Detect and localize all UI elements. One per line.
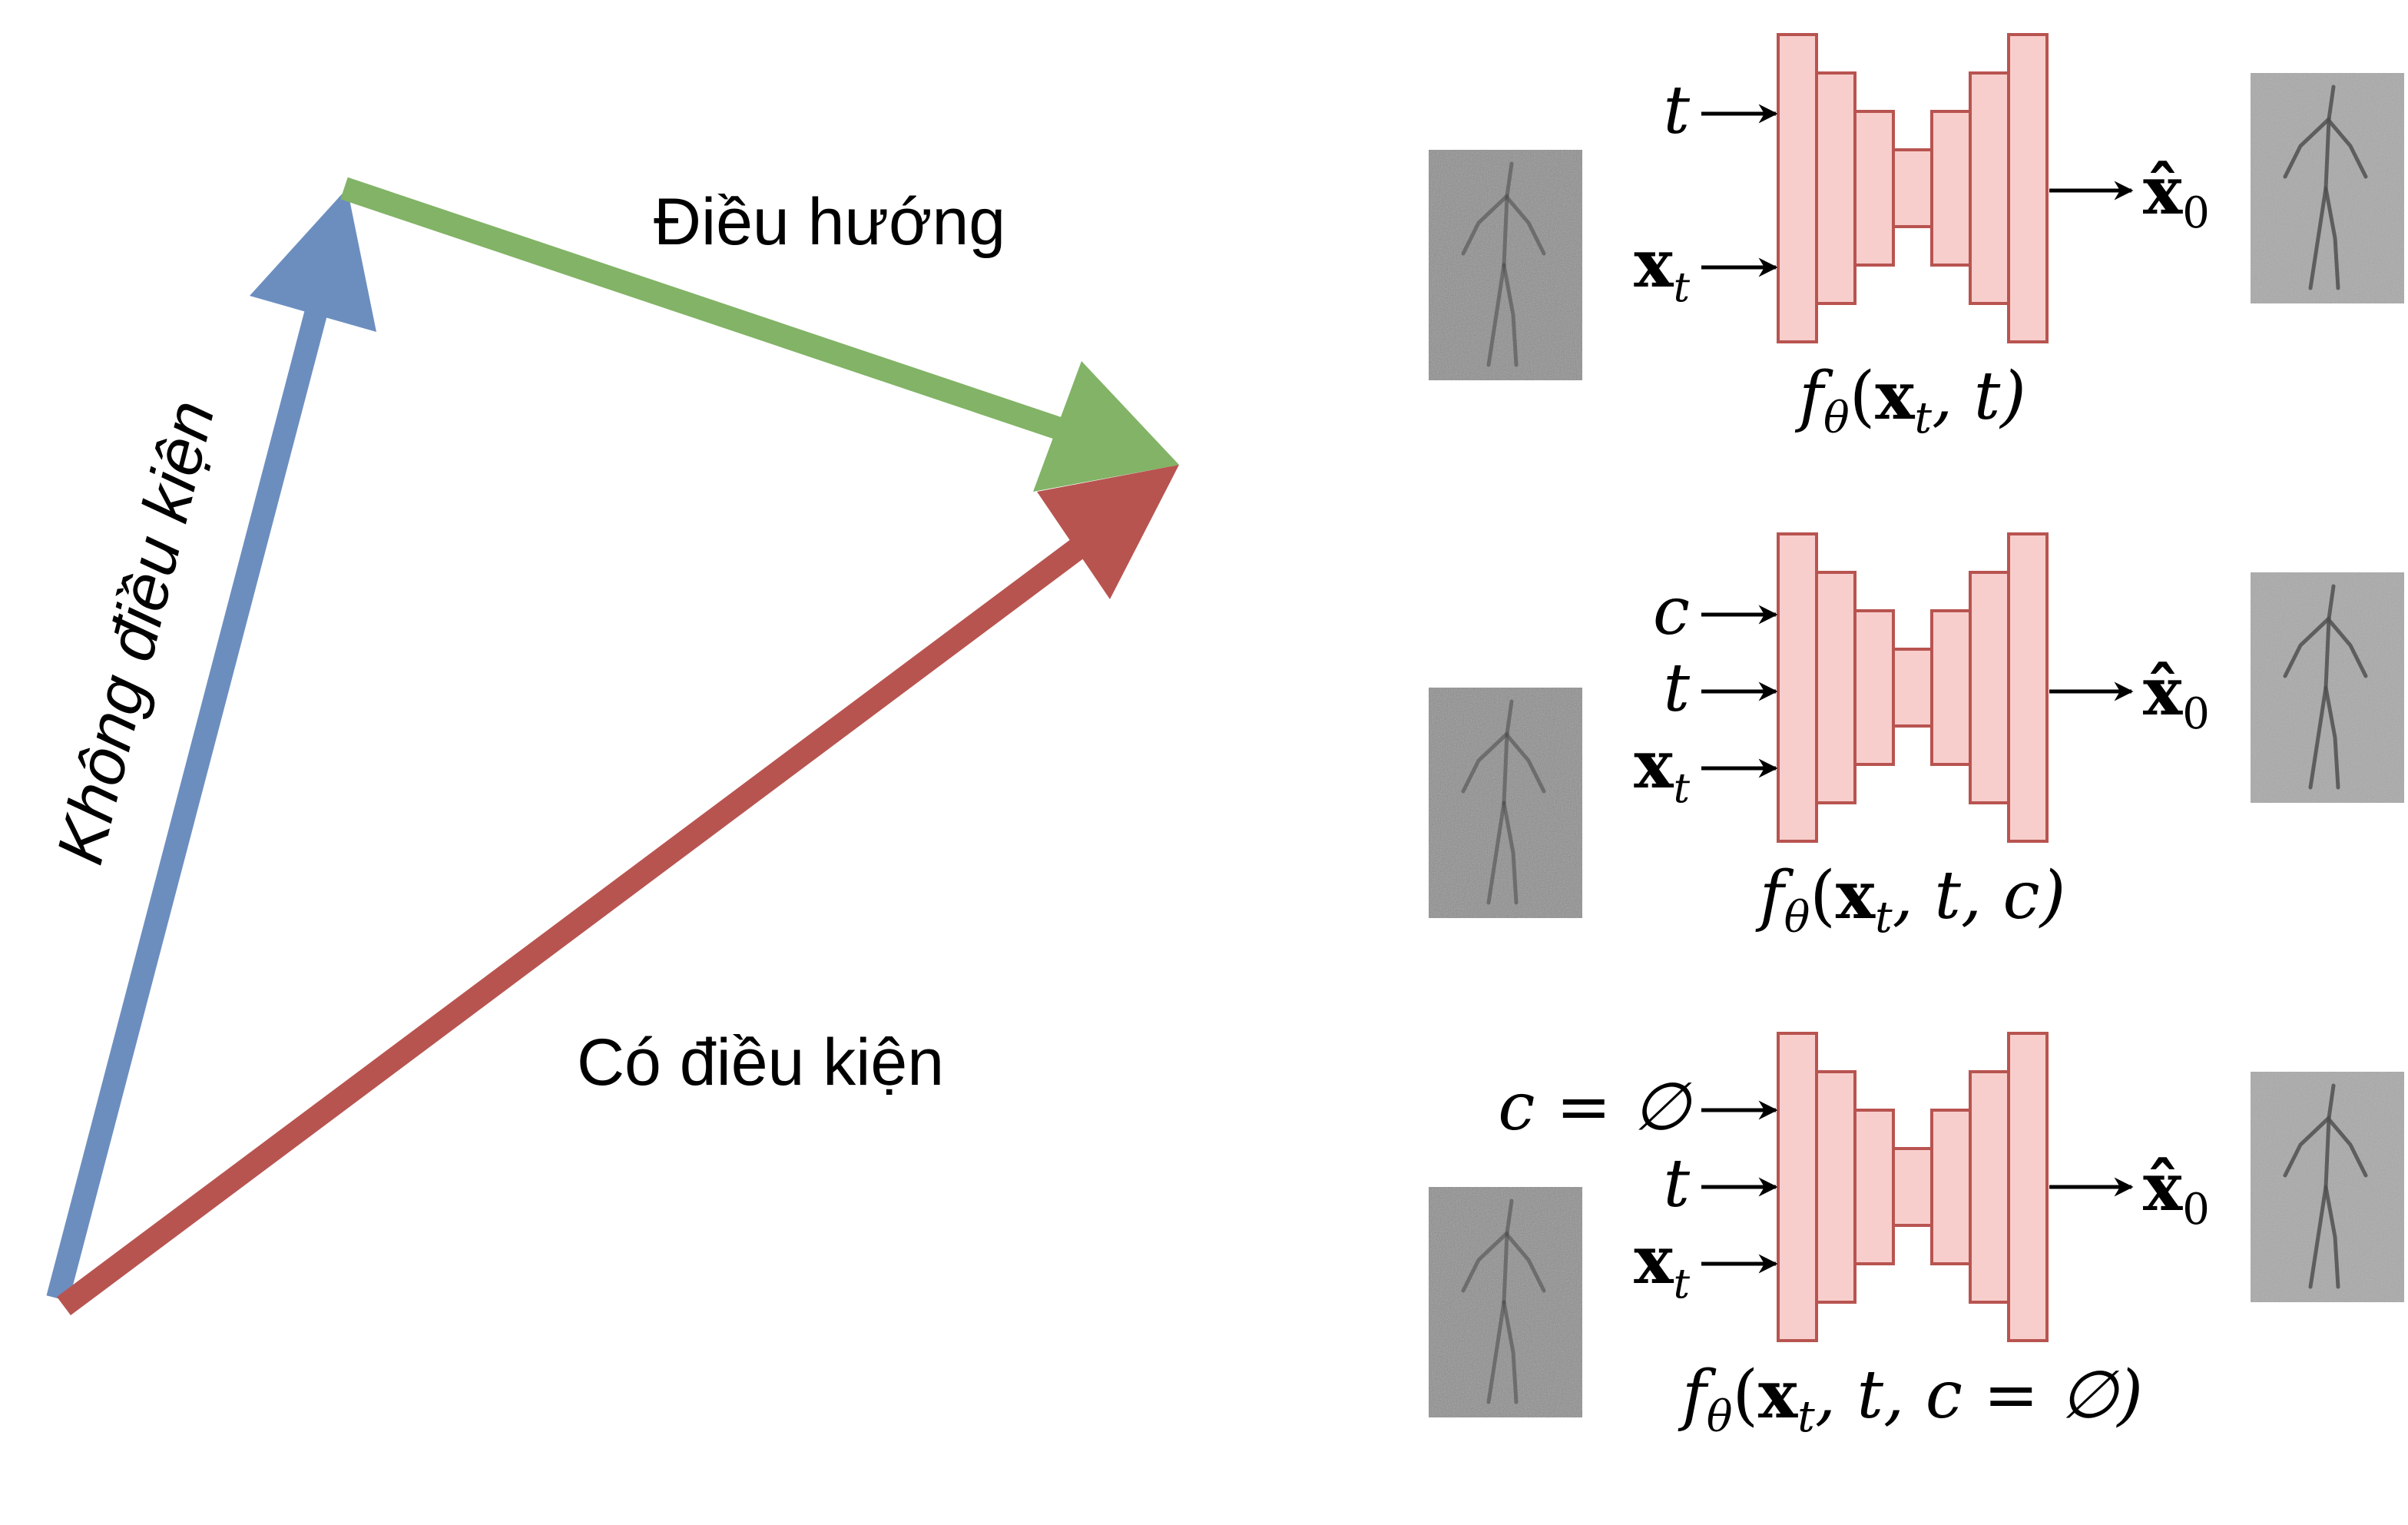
denoised-output-image (2251, 572, 2404, 803)
unet-layer-7 (2007, 532, 2049, 843)
unet-layer-3 (1853, 1109, 1895, 1265)
input-symbol: t (1663, 1145, 1690, 1222)
unet-layer-1 (1777, 33, 1818, 343)
unet-layer-5 (1930, 1109, 1972, 1265)
unet-layer-1 (1777, 532, 1818, 843)
network-1: t xt x̂0 fθ(xt, t) (1429, 33, 2404, 443)
unet-layer-3 (1853, 110, 1895, 267)
noisy-input-image (1429, 150, 1582, 380)
noisy-input-image (1429, 688, 1582, 918)
input-symbol: xt (1634, 1222, 1690, 1308)
unet-layer-4 (1892, 148, 1933, 228)
function-label: fθ(xt, t, c = ∅) (1678, 1356, 2143, 1442)
unet-layer-7 (2007, 33, 2049, 343)
function-label: fθ(xt, t, c) (1755, 857, 2066, 943)
unet-layer-6 (1969, 71, 2010, 305)
noisy-input-image (1429, 1187, 1582, 1417)
unconditional-arrow-shaft (46, 270, 338, 1301)
output-symbol: x̂0 (2143, 653, 2210, 739)
unet-layer-5 (1930, 110, 1972, 267)
conditional-arrowhead (1037, 465, 1179, 599)
input-symbol: t (1663, 72, 1690, 149)
unet-layer-2 (1815, 1070, 1857, 1304)
vector-triangle: Điều hướng Có điều kiện Không điều kiện (43, 177, 1179, 1316)
denoised-output-image (2251, 73, 2404, 303)
unet-layer-6 (1969, 1070, 2010, 1304)
unet-layer-1 (1777, 1032, 1818, 1342)
unconditional-arrowhead (250, 188, 376, 332)
input-symbol: c (1653, 573, 1690, 650)
input-symbol: c = ∅ (1498, 1069, 1692, 1145)
conditional-label: Có điều kiện (577, 1026, 944, 1099)
unet-layer-7 (2007, 1032, 2049, 1342)
unet-layer-2 (1815, 571, 1857, 804)
guidance-label: Điều hướng (654, 185, 1005, 259)
input-symbol: xt (1634, 726, 1690, 812)
unconditional-label: Không điều kiện (43, 393, 229, 871)
unet-layer-2 (1815, 71, 1857, 305)
unet-layer-5 (1930, 609, 1972, 766)
function-label: fθ(xt, t) (1794, 357, 2026, 443)
output-symbol: x̂0 (2143, 152, 2210, 238)
guidance-arrowhead (1033, 361, 1179, 492)
conditional-arrow-shaft (57, 520, 1109, 1316)
denoised-output-image (2251, 1072, 2404, 1302)
input-symbol: xt (1634, 225, 1690, 311)
unet-layer-3 (1853, 609, 1895, 766)
output-symbol: x̂0 (2143, 1149, 2210, 1235)
unet-layer-4 (1892, 648, 1933, 728)
unet-block (1777, 1032, 2049, 1342)
unet-layer-6 (1969, 571, 2010, 804)
network-3: c = ∅txt x̂0 fθ(xt, t, c = ∅) (1429, 1032, 2404, 1442)
guidance-arrow-shaft (340, 177, 1091, 449)
input-symbol: t (1663, 650, 1690, 727)
unet-layer-4 (1892, 1147, 1933, 1227)
unet-block (1777, 532, 2049, 843)
unet-block (1777, 33, 2049, 343)
